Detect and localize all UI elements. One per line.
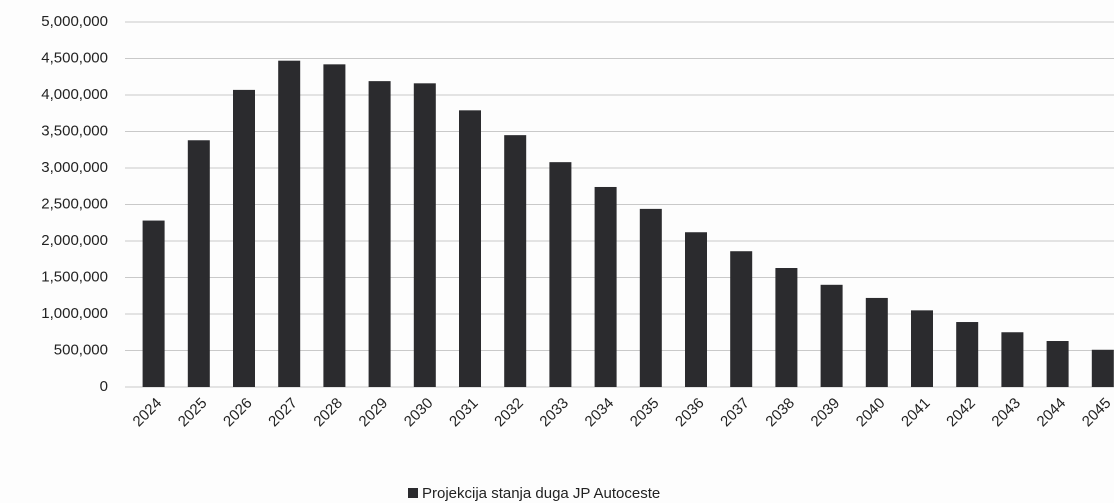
x-tick-label: 2034: [582, 395, 618, 431]
x-tick-label: 2026: [220, 395, 256, 431]
bar: [639, 208, 662, 387]
x-tick-label: 2040: [853, 395, 889, 431]
bar: [278, 60, 301, 387]
bar: [820, 284, 843, 387]
x-tick-label: 2027: [265, 395, 301, 431]
x-tick-label: 2036: [672, 395, 708, 431]
bar: [775, 268, 798, 387]
x-tick-label: 2043: [988, 395, 1024, 431]
x-tick-label: 2045: [1079, 395, 1114, 431]
bar: [1091, 349, 1114, 387]
x-tick-label: 2024: [130, 395, 166, 431]
x-tick-label: 2031: [446, 395, 482, 431]
bar: [368, 81, 391, 387]
bar: [956, 322, 979, 387]
bar: [459, 110, 481, 387]
y-tick-label: 4,000,000: [41, 86, 108, 103]
x-tick-label: 2029: [356, 395, 392, 431]
bar: [911, 310, 933, 387]
legend-item: Projekcija stanja duga JP Autoceste: [408, 485, 660, 502]
x-tick-label: 2025: [175, 395, 211, 431]
bar: [1001, 332, 1024, 387]
y-tick-label: 2,000,000: [41, 232, 108, 249]
x-tick-label: 2035: [627, 395, 663, 431]
y-tick-label: 3,000,000: [41, 159, 108, 176]
y-tick-label: 500,000: [54, 341, 108, 358]
bar: [1046, 341, 1069, 387]
y-tick-label: 0: [100, 378, 108, 395]
bar: [549, 162, 572, 387]
legend-label: Projekcija stanja duga JP Autoceste: [422, 485, 660, 502]
x-tick-label: 2039: [808, 395, 844, 431]
bar: [730, 251, 753, 387]
bar: [685, 232, 707, 387]
y-tick-label: 5,000,000: [41, 13, 108, 30]
x-tick-label: 2032: [491, 395, 527, 431]
x-tick-label: 2044: [1034, 395, 1070, 431]
bar: [594, 186, 617, 387]
x-tick-label: 2028: [310, 395, 346, 431]
x-tick-label: 2030: [401, 395, 437, 431]
x-tick-label: 2041: [898, 395, 934, 431]
x-tick-label: 2033: [536, 395, 572, 431]
bar: [187, 140, 210, 387]
y-tick-label: 1,500,000: [41, 268, 108, 285]
y-tick-label: 4,500,000: [41, 49, 108, 66]
bar: [865, 297, 888, 387]
y-tick-label: 3,500,000: [41, 122, 108, 139]
bar: [413, 83, 436, 387]
x-tick-label: 2042: [943, 395, 979, 431]
bar: [504, 135, 527, 387]
legend-swatch: [408, 488, 418, 498]
y-tick-label: 1,000,000: [41, 305, 108, 322]
bar: [142, 220, 165, 387]
bar: [233, 89, 255, 387]
bar: [323, 64, 346, 387]
x-tick-label: 2038: [762, 395, 798, 431]
x-tick-label: 2037: [717, 395, 753, 431]
y-tick-label: 2,500,000: [41, 195, 108, 212]
